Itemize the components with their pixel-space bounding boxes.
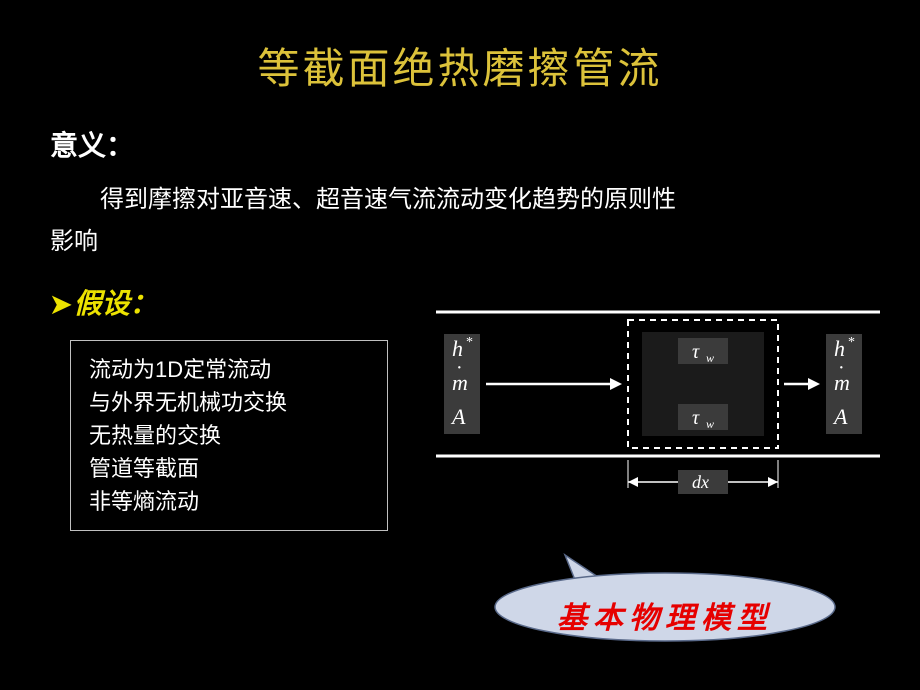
svg-text:·: · bbox=[456, 357, 463, 379]
meaning-heading: 意义： bbox=[50, 124, 870, 164]
assumption-item: 与外界无机械功交换 bbox=[89, 386, 369, 419]
svg-text:*: * bbox=[466, 335, 473, 350]
svg-text:A: A bbox=[450, 404, 466, 429]
meaning-line2: 影响 bbox=[50, 224, 870, 260]
callout-text: 基本物理模型 bbox=[485, 593, 845, 637]
svg-text:dx: dx bbox=[692, 472, 709, 492]
diagram-svg: h*m·Ah*m·Aτwτwdx bbox=[428, 298, 888, 508]
svg-text:*: * bbox=[848, 335, 855, 350]
slide-title: 等截面绝热磨擦管流 bbox=[50, 35, 870, 96]
pipe-diagram: h*m·Ah*m·Aτwτwdx bbox=[428, 298, 888, 513]
assumption-item: 无热量的交换 bbox=[89, 419, 369, 452]
svg-text:τ: τ bbox=[692, 407, 700, 429]
assumption-item: 非等熵流动 bbox=[89, 485, 369, 518]
svg-text:w: w bbox=[706, 351, 714, 365]
assumption-box: 流动为1D定常流动 与外界无机械功交换 无热量的交换 管道等截面 非等熵流动 bbox=[70, 340, 388, 531]
bullet-arrow-icon: ➤ bbox=[50, 289, 72, 319]
callout: 基本物理模型 bbox=[450, 545, 880, 650]
assumption-item: 流动为1D定常流动 bbox=[89, 353, 369, 386]
svg-text:τ: τ bbox=[692, 341, 700, 363]
svg-text:w: w bbox=[706, 417, 714, 431]
callout-bubble: 基本物理模型 bbox=[485, 545, 845, 645]
assumption-item: 管道等截面 bbox=[89, 452, 369, 485]
svg-text:·: · bbox=[838, 357, 845, 379]
slide: 等截面绝热磨擦管流 意义： 得到摩擦对亚音速、超音速气流流动变化趋势的原则性 影… bbox=[0, 0, 920, 690]
svg-text:A: A bbox=[832, 404, 848, 429]
meaning-line1: 得到摩擦对亚音速、超音速气流流动变化趋势的原则性 bbox=[50, 182, 870, 218]
assumption-heading-text: 假设： bbox=[74, 288, 158, 319]
